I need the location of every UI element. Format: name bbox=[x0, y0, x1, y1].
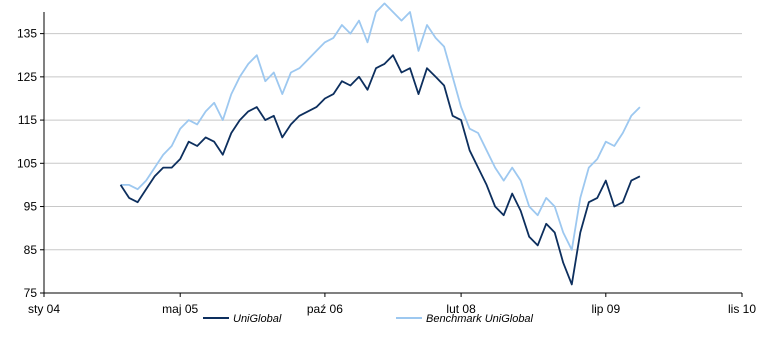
legend: UniGlobal Benchmark UniGlobal bbox=[203, 313, 534, 325]
y-tick-label: 125 bbox=[17, 70, 37, 84]
x-tick-label: paź 06 bbox=[307, 302, 343, 316]
legend-label-benchmark: Benchmark UniGlobal bbox=[426, 313, 534, 325]
series-line-uniglobal bbox=[119, 54, 641, 286]
x-tick-label: maj 05 bbox=[162, 302, 198, 316]
x-axis: sty 04 maj 05 paź 06 lut 08 lip 09 lis 10 bbox=[28, 292, 756, 316]
x-tick-label: lut 08 bbox=[446, 302, 476, 316]
x-tick-label: sty 04 bbox=[28, 302, 60, 316]
grid-lines bbox=[44, 33, 742, 251]
y-tick-label: 135 bbox=[17, 27, 37, 41]
y-tick-label: 115 bbox=[18, 113, 37, 127]
y-tick-label: 75 bbox=[24, 286, 38, 300]
series-lines bbox=[119, 2, 641, 286]
y-tick-label: 95 bbox=[24, 200, 38, 214]
x-tick-label: lis 10 bbox=[728, 302, 756, 316]
x-tick-label: lip 09 bbox=[591, 302, 620, 316]
y-tick-label: 85 bbox=[24, 243, 38, 257]
y-tick-label: 105 bbox=[17, 156, 37, 170]
y-axis: 75 85 95 105 115 125 135 bbox=[17, 12, 45, 300]
legend-label-uniglobal: UniGlobal bbox=[233, 313, 282, 325]
series-line-benchmark bbox=[120, 2, 641, 251]
